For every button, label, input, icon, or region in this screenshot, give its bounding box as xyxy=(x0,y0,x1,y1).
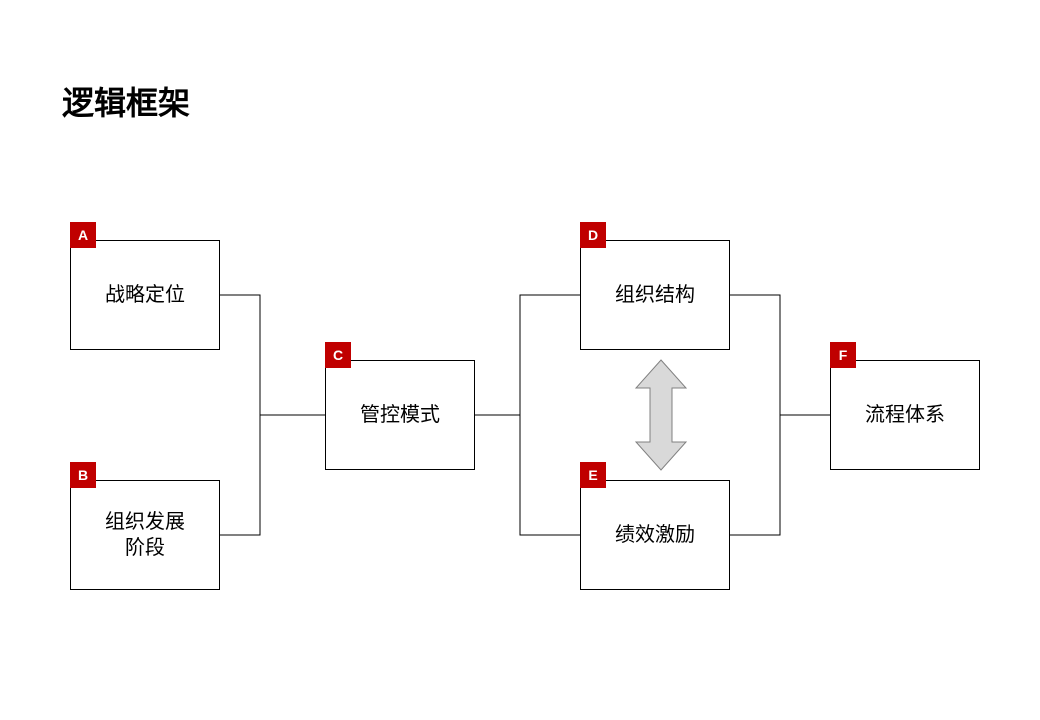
badge-b: B xyxy=(70,462,96,488)
badge-f: F xyxy=(830,342,856,368)
badge-c: C xyxy=(325,342,351,368)
node-f: 流程体系 xyxy=(830,360,980,470)
node-label: 管控模式 xyxy=(326,402,474,428)
node-label: 战略定位 xyxy=(71,282,219,308)
connector-line xyxy=(730,415,830,535)
node-e: 绩效激励 xyxy=(580,480,730,590)
node-c: 管控模式 xyxy=(325,360,475,470)
node-a: 战略定位 xyxy=(70,240,220,350)
node-b: 组织发展 阶段 xyxy=(70,480,220,590)
connector-line xyxy=(475,295,580,415)
connector-line xyxy=(220,415,325,535)
node-d: 组织结构 xyxy=(580,240,730,350)
node-label: 绩效激励 xyxy=(581,522,729,548)
page-title: 逻辑框架 xyxy=(62,78,190,124)
badge-e: E xyxy=(580,462,606,488)
connector-line xyxy=(730,295,830,415)
badge-a: A xyxy=(70,222,96,248)
node-label: 组织结构 xyxy=(581,282,729,308)
connector-line xyxy=(220,295,325,415)
node-label: 组织发展 阶段 xyxy=(71,509,219,561)
badge-d: D xyxy=(580,222,606,248)
double-arrow-icon xyxy=(636,360,686,470)
connector-line xyxy=(475,415,580,535)
node-label: 流程体系 xyxy=(831,402,979,428)
